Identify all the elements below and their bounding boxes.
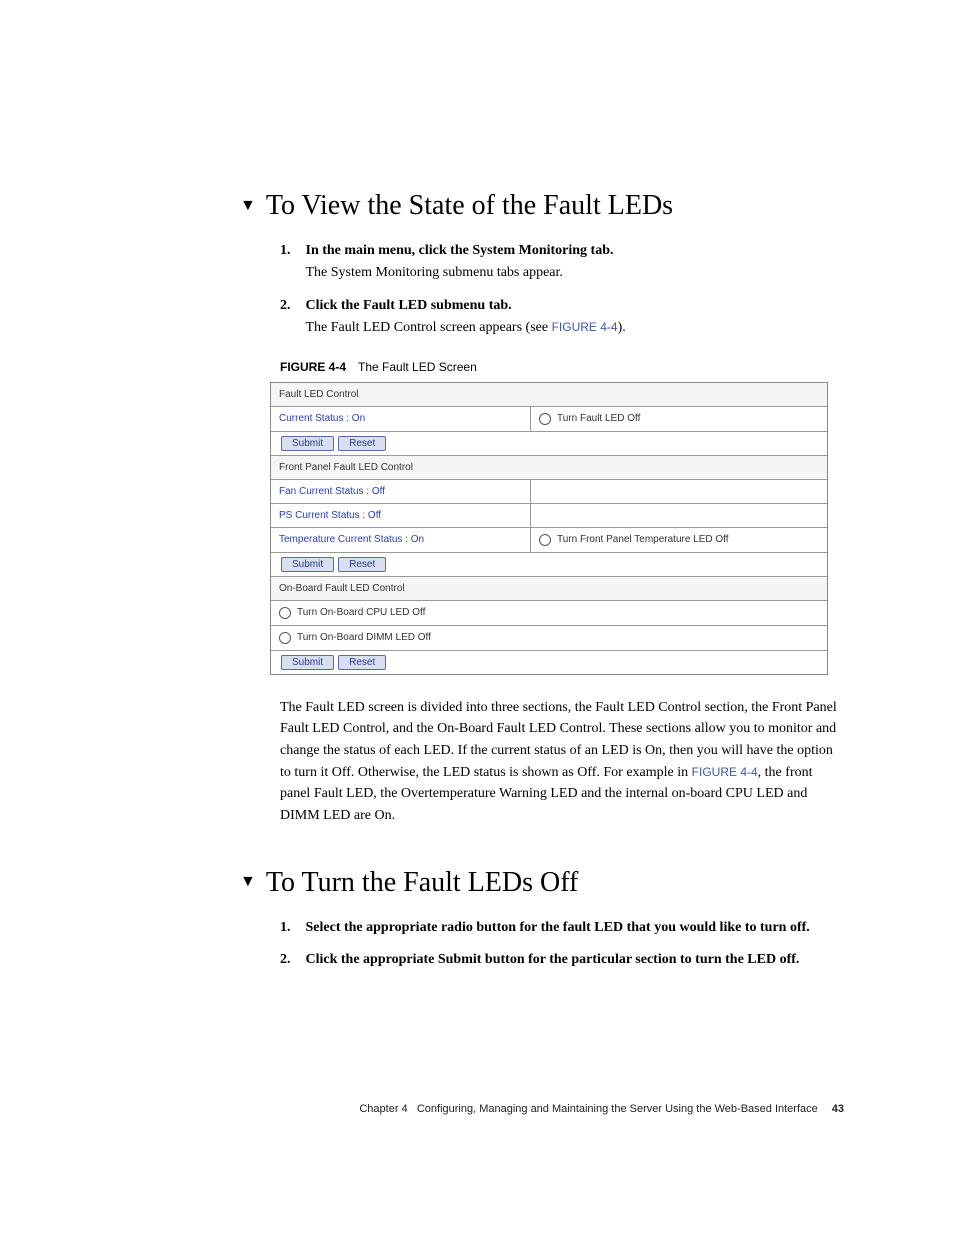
ss-dimm-row: Turn On-Board DIMM LED Off: [271, 626, 827, 651]
ss-turn-fault-off-label: Turn Fault LED Off: [557, 413, 640, 424]
reset-button-1[interactable]: Reset: [338, 436, 386, 451]
step-number: 2.: [280, 949, 302, 971]
submit-button-1[interactable]: Submit: [281, 436, 334, 451]
view-steps-list: 1. In the main menu, click the System Mo…: [280, 240, 844, 340]
radio-dimm-off[interactable]: [279, 632, 291, 644]
reset-button-3[interactable]: Reset: [338, 655, 386, 670]
ss-cpu-row: Turn On-Board CPU LED Off: [271, 601, 827, 626]
ss-section3-header: On-Board Fault LED Control: [271, 577, 827, 601]
submit-button-2[interactable]: Submit: [281, 557, 334, 572]
radio-cpu-off[interactable]: [279, 607, 291, 619]
footer-title: Configuring, Managing and Maintaining th…: [417, 1103, 818, 1115]
ss-ps-right: [531, 504, 827, 527]
ss-fan-status: Fan Current Status : Off: [271, 480, 531, 503]
turnoff-steps-list: 1. Select the appropriate radio button f…: [280, 917, 844, 972]
ss-section1-header: Fault LED Control: [271, 383, 827, 407]
step-1: 1. Select the appropriate radio button f…: [280, 917, 844, 939]
radio-turn-fault-off[interactable]: [539, 413, 551, 425]
ss-turn-temp-off-cell: Turn Front Panel Temperature LED Off: [531, 528, 827, 552]
reset-button-2[interactable]: Reset: [338, 557, 386, 572]
step-plain-text: The System Monitoring submenu tabs appea…: [306, 265, 563, 280]
triangle-icon: ▼: [240, 873, 256, 891]
step-plain-pre: The Fault LED Control screen appears (se…: [306, 320, 552, 335]
ss-ps-status: PS Current Status : Off: [271, 504, 531, 527]
figure-ref-link-2[interactable]: FIGURE 4-4: [692, 765, 758, 779]
page-footer: Chapter 4 Configuring, Managing and Main…: [280, 1103, 844, 1115]
triangle-icon: ▼: [240, 197, 256, 215]
ss-btn-row-2: Submit Reset: [271, 553, 827, 577]
ss-section2-header: Front Panel Fault LED Control: [271, 456, 827, 480]
ss-fan-right: [531, 480, 827, 503]
step-plain-post: ).: [618, 320, 626, 335]
figure-caption: FIGURE 4-4 The Fault LED Screen: [280, 360, 844, 374]
radio-turn-temp-off[interactable]: [539, 534, 551, 546]
ss-cpu-label: Turn On-Board CPU LED Off: [297, 607, 425, 619]
step-bold-text: Select the appropriate radio button for …: [306, 920, 810, 935]
heading-view-state-text: To View the State of the Fault LEDs: [266, 190, 673, 221]
ss-turn-fault-off-cell: Turn Fault LED Off: [531, 407, 827, 431]
step-bold-text: In the main menu, click the System Monit…: [306, 243, 614, 258]
fault-led-screenshot: Fault LED Control Current Status : On Tu…: [270, 382, 828, 675]
step-2: 2. Click the appropriate Submit button f…: [280, 949, 844, 971]
description-paragraph: The Fault LED screen is divided into thr…: [280, 697, 844, 827]
step-2: 2. Click the Fault LED submenu tab. The …: [280, 295, 844, 340]
step-number: 1.: [280, 917, 302, 939]
ss-turn-temp-off-label: Turn Front Panel Temperature LED Off: [557, 534, 729, 545]
ss-btn-row-3: Submit Reset: [271, 651, 827, 674]
step-1: 1. In the main menu, click the System Mo…: [280, 240, 844, 285]
heading-turn-off-text: To Turn the Fault LEDs Off: [266, 867, 579, 898]
figure-title: The Fault LED Screen: [358, 360, 477, 374]
submit-button-3[interactable]: Submit: [281, 655, 334, 670]
figure-ref-link[interactable]: FIGURE 4-4: [552, 320, 618, 334]
document-page: ▼ To View the State of the Fault LEDs 1. …: [0, 0, 954, 1235]
step-number: 1.: [280, 240, 302, 262]
footer-page-number: 43: [832, 1103, 844, 1115]
heading-view-state: ▼ To View the State of the Fault LEDs: [240, 190, 844, 222]
step-number: 2.: [280, 295, 302, 317]
ss-current-status: Current Status : On: [271, 407, 531, 431]
ss-dimm-label: Turn On-Board DIMM LED Off: [297, 632, 431, 644]
footer-chapter: Chapter 4: [359, 1103, 407, 1115]
figure-label: FIGURE 4-4: [280, 360, 346, 374]
ss-temp-status: Temperature Current Status : On: [271, 528, 531, 552]
heading-turn-off: ▼ To Turn the Fault LEDs Off: [240, 867, 844, 899]
ss-btn-row-1: Submit Reset: [271, 432, 827, 456]
step-bold-text: Click the Fault LED submenu tab.: [306, 298, 512, 313]
step-bold-text: Click the appropriate Submit button for …: [306, 952, 800, 967]
